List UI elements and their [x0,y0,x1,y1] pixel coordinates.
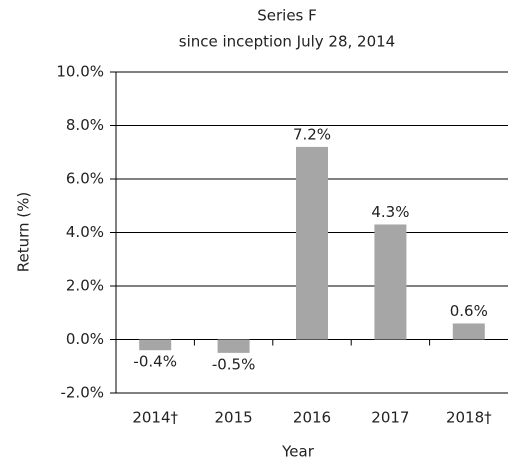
x-tick-label: 2014† [132,409,178,427]
chart-title: Series F [257,7,317,25]
data-label: 4.3% [371,203,409,221]
x-tick-label: 2015 [215,409,253,427]
bar [217,339,250,353]
y-tick-label: 8.0% [66,116,104,134]
chart-subtitle: since inception July 28, 2014 [179,33,395,51]
data-label: -0.4% [133,353,177,371]
data-label: 0.6% [450,302,488,320]
bar [374,224,407,340]
x-axis-label: Year [281,443,315,461]
bar [139,339,172,351]
bar [296,146,328,340]
y-tick-label: 2.0% [66,277,104,295]
y-tick-label: 10.0% [56,63,104,81]
y-tick-label: 6.0% [66,170,104,188]
y-tick-label: 0.0% [66,330,104,348]
y-axis-label: Return (%) [15,192,33,273]
x-tick-label: 2017 [371,409,409,427]
data-label: -0.5% [212,355,256,373]
y-tick-label: 4.0% [66,223,104,241]
data-label: 7.2% [293,125,331,143]
x-tick-label: 2016 [293,409,331,427]
x-tick-label: 2018† [446,409,492,427]
y-tick-label: -2.0% [60,384,104,402]
bar [452,323,485,340]
